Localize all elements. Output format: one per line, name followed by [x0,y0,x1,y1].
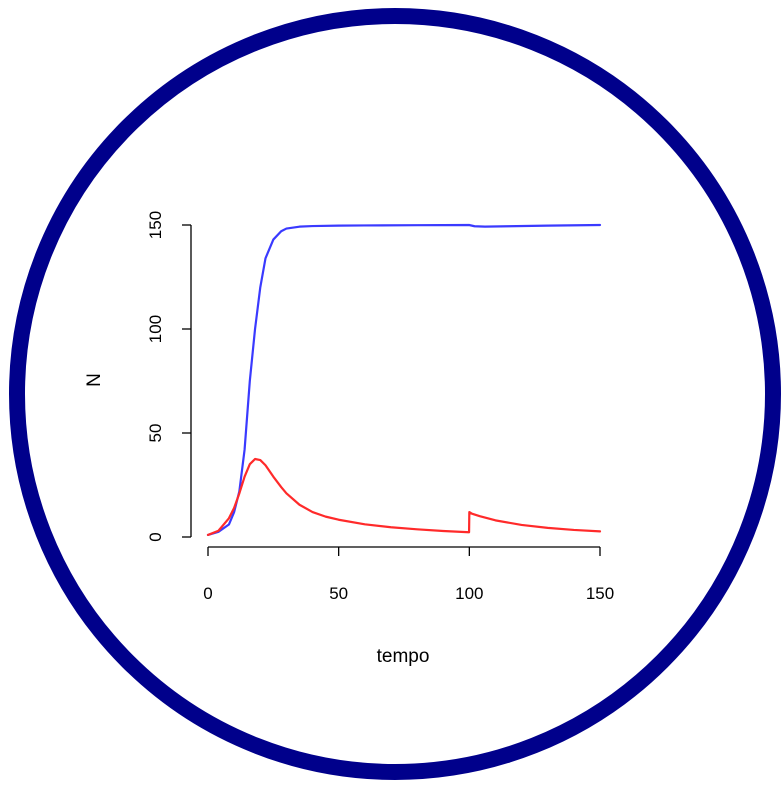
plot-area [206,223,602,537]
y-tick-label-50: 50 [146,424,165,443]
axes: 0 50 100 150 0 50 100 150 [146,211,614,603]
y-axis-label: N [84,373,105,387]
series-line-2 [206,457,602,537]
x-tick-label-150: 150 [586,584,614,603]
circular-frame [9,8,781,780]
y-tick-label-0: 0 [146,532,165,541]
x-axis-label: tempo [377,646,430,667]
x-tick-label-0: 0 [203,584,212,603]
y-tick-label-150: 150 [146,211,165,239]
x-tick-label-50: 50 [329,584,348,603]
y-tick-label-100: 100 [146,315,165,343]
x-tick-label-100: 100 [455,584,483,603]
